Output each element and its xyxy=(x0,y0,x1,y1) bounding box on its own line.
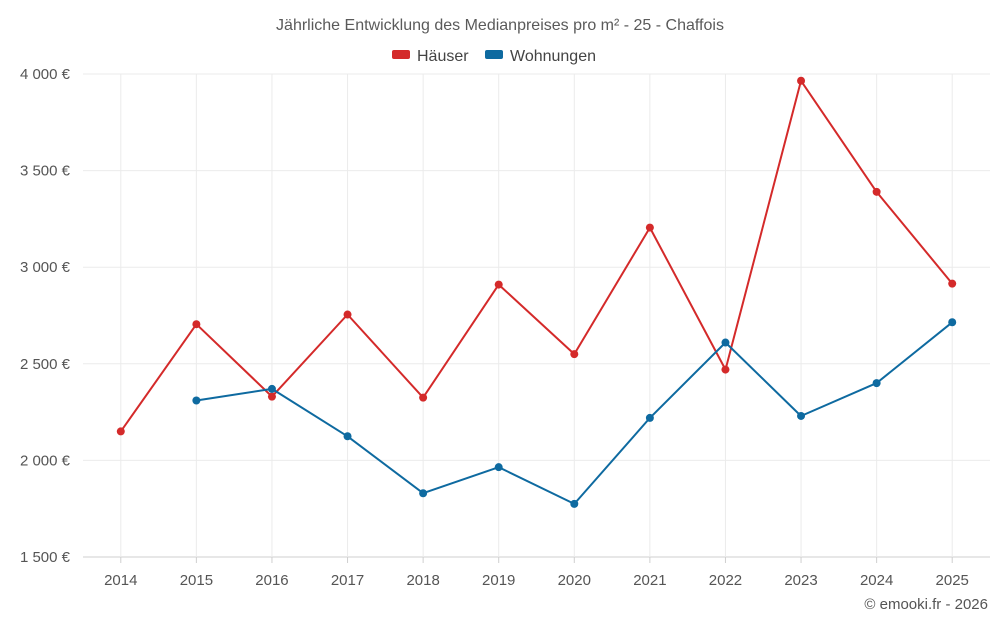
legend-label-wohnungen: Wohnungen xyxy=(510,48,596,65)
gridlines xyxy=(83,73,990,558)
series-0 xyxy=(116,76,957,436)
data-point[interactable] xyxy=(419,393,428,402)
data-point[interactable] xyxy=(797,411,806,420)
data-point[interactable] xyxy=(948,318,957,327)
y-axis-ticks: 1 500 € 2 000 € 2 500 € 3 000 € 3 500 € 4 000… xyxy=(20,66,71,566)
legend-swatch-haeuser xyxy=(392,50,410,59)
x-tick-label: 2019 xyxy=(482,572,515,589)
credit-text: © emooki.fr - 2026 xyxy=(864,596,988,613)
data-point[interactable] xyxy=(494,280,503,289)
data-point[interactable] xyxy=(192,320,201,329)
data-point[interactable] xyxy=(267,392,276,401)
x-axis-ticks: 2014 2015 2016 2017 2018 2019 2020 2021 2022 2023… xyxy=(104,557,969,589)
x-tick-label: 2015 xyxy=(180,572,213,589)
data-point[interactable] xyxy=(872,187,881,196)
data-point[interactable] xyxy=(721,338,730,347)
data-point[interactable] xyxy=(116,427,125,436)
data-point[interactable] xyxy=(948,279,957,288)
y-tick-label: 2 000 € xyxy=(20,452,71,469)
x-tick-label: 2014 xyxy=(104,572,137,589)
legend-swatch-wohnungen xyxy=(485,50,503,59)
x-tick-label: 2022 xyxy=(709,572,742,589)
data-point[interactable] xyxy=(645,413,654,422)
y-tick-label: 1 500 € xyxy=(20,549,71,566)
x-tick-label: 2021 xyxy=(633,572,666,589)
legend-item-haeuser[interactable]: Häuser xyxy=(392,48,469,65)
legend-label-haeuser: Häuser xyxy=(417,48,469,65)
y-tick-label: 3 500 € xyxy=(20,163,71,180)
series-layer xyxy=(116,76,957,508)
chart-title: Jährliche Entwicklung des Medianpreises … xyxy=(276,17,724,34)
data-point[interactable] xyxy=(343,310,352,319)
x-tick-label: 2016 xyxy=(255,572,288,589)
data-point[interactable] xyxy=(797,76,806,85)
data-point[interactable] xyxy=(645,223,654,232)
x-tick-label: 2024 xyxy=(860,572,893,589)
data-point[interactable] xyxy=(570,350,579,359)
data-point[interactable] xyxy=(192,396,201,405)
data-point[interactable] xyxy=(419,489,428,498)
x-tick-label: 2025 xyxy=(936,572,969,589)
y-tick-label: 4 000 € xyxy=(20,66,71,83)
series-1 xyxy=(192,318,957,508)
data-point[interactable] xyxy=(721,365,730,374)
x-tick-label: 2023 xyxy=(784,572,817,589)
y-tick-label: 3 000 € xyxy=(20,259,71,276)
data-point[interactable] xyxy=(872,379,881,388)
data-point[interactable] xyxy=(570,499,579,508)
data-point[interactable] xyxy=(267,384,276,393)
x-tick-label: 2018 xyxy=(406,572,439,589)
legend: Häuser Wohnungen xyxy=(392,48,596,65)
x-tick-label: 2020 xyxy=(558,572,591,589)
x-tick-label: 2017 xyxy=(331,572,364,589)
data-point[interactable] xyxy=(343,432,352,441)
y-tick-label: 2 500 € xyxy=(20,356,71,373)
legend-item-wohnungen[interactable]: Wohnungen xyxy=(485,48,596,65)
series-line xyxy=(119,79,953,432)
data-point[interactable] xyxy=(494,463,503,472)
